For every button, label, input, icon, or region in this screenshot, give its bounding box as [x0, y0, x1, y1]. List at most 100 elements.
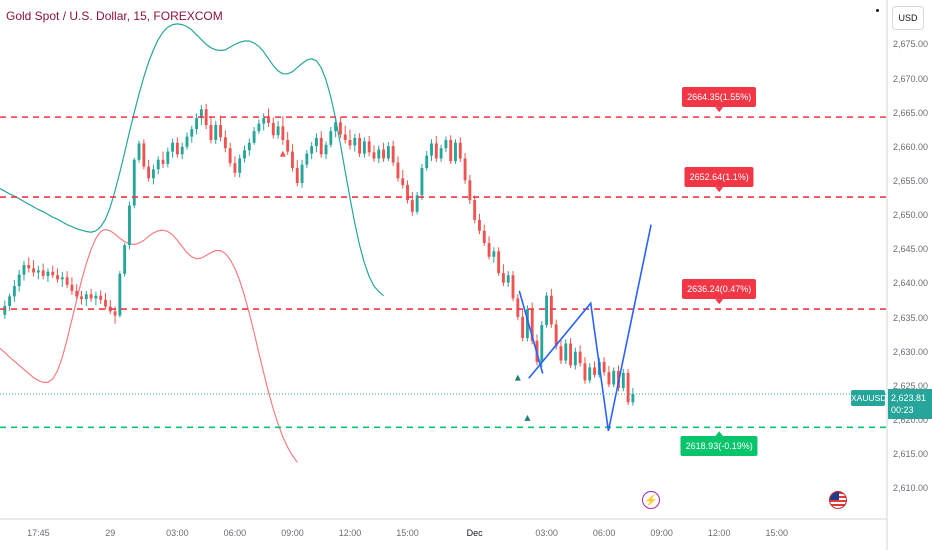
candle	[473, 195, 477, 224]
candle	[214, 120, 218, 145]
currency-button[interactable]: USD	[892, 6, 924, 30]
price-level-pointer	[715, 187, 724, 193]
candle	[233, 156, 237, 177]
candle	[334, 118, 338, 138]
candle	[415, 191, 419, 215]
candle	[353, 133, 357, 152]
bar-countdown: 00:23	[891, 405, 914, 415]
candle	[525, 305, 529, 342]
candle	[70, 277, 74, 296]
price-tick-label: 2,660.00	[893, 141, 929, 152]
candle	[487, 236, 491, 260]
candle	[300, 159, 304, 188]
candle	[185, 132, 189, 150]
candle	[401, 170, 405, 189]
candle	[602, 357, 606, 376]
price-level-pointer	[715, 107, 724, 113]
us-flag-icon[interactable]	[829, 491, 847, 509]
candle	[238, 154, 242, 178]
candle	[540, 320, 544, 367]
price-tick-label: 2,655.00	[893, 175, 929, 186]
price-level-pointer	[715, 299, 724, 305]
candle	[420, 163, 424, 201]
candle	[583, 357, 587, 384]
candle	[204, 103, 208, 130]
candle	[27, 257, 31, 273]
price-tick-label: 2,665.00	[893, 107, 929, 118]
time-tick-label: 17:45	[27, 528, 50, 538]
candle	[545, 292, 549, 328]
candle	[142, 139, 146, 170]
axes	[0, 0, 888, 550]
candle	[348, 129, 352, 150]
candle	[324, 141, 328, 160]
price-tick-label: 2,630.00	[893, 346, 929, 357]
candle	[449, 135, 453, 164]
candle	[329, 127, 333, 148]
bollinger-bands	[0, 23, 384, 463]
candle	[358, 133, 362, 158]
candle	[516, 294, 520, 321]
price-tick-label: 2,635.00	[893, 312, 929, 323]
time-tick-label: 12:00	[707, 528, 731, 538]
candle	[569, 338, 572, 369]
candle	[84, 290, 88, 306]
more-options-icon[interactable]	[876, 9, 879, 12]
candle	[386, 142, 390, 162]
candle	[396, 156, 400, 182]
candle	[123, 243, 127, 277]
current-price-value: 2,623.81	[891, 393, 927, 403]
candle	[51, 265, 55, 278]
candle	[621, 368, 625, 392]
candle	[161, 151, 165, 168]
candle	[607, 366, 611, 388]
candle	[46, 268, 50, 283]
candle	[497, 247, 501, 276]
symbol-tag: XAUUSD	[851, 390, 886, 406]
candle	[315, 133, 318, 153]
price-tick-label: 2,650.00	[893, 210, 929, 221]
candle	[180, 142, 184, 160]
signal-marker	[279, 150, 286, 157]
candle	[252, 127, 256, 145]
candle	[343, 125, 347, 144]
candle	[223, 130, 227, 153]
candle	[454, 139, 457, 164]
candle	[593, 361, 596, 378]
candle	[372, 145, 376, 162]
candle	[271, 117, 275, 139]
price-tick-label: 2,640.00	[893, 278, 929, 289]
candle	[338, 116, 342, 138]
candle	[276, 120, 280, 139]
time-tick-label: Dec	[466, 528, 483, 538]
candle	[564, 339, 568, 364]
candle	[156, 156, 160, 175]
lightning-icon[interactable]: ⚡	[642, 491, 660, 509]
price-level-label: 2652.64(1.1%)	[684, 167, 754, 188]
candle	[377, 145, 381, 164]
candle	[118, 271, 122, 318]
candle	[104, 292, 107, 310]
time-tick-label: 06:00	[592, 528, 616, 538]
time-tick-label: 09:00	[650, 528, 673, 538]
candle	[468, 174, 472, 205]
candle	[17, 269, 21, 292]
candle	[56, 268, 59, 283]
candle	[444, 136, 448, 153]
candle	[482, 224, 486, 246]
projection-zigzag	[528, 224, 652, 432]
candle	[521, 310, 525, 342]
candle	[22, 260, 26, 281]
candle	[151, 164, 155, 185]
lower-band-line	[0, 228, 298, 463]
candle	[137, 140, 141, 163]
candle	[128, 201, 131, 250]
price-tick-label: 2,675.00	[893, 39, 929, 50]
candle	[175, 137, 179, 158]
candle	[310, 142, 314, 160]
candle	[60, 271, 64, 287]
candle	[257, 119, 261, 134]
price-tick-label: 2,620.00	[893, 414, 929, 425]
candle	[511, 271, 515, 302]
